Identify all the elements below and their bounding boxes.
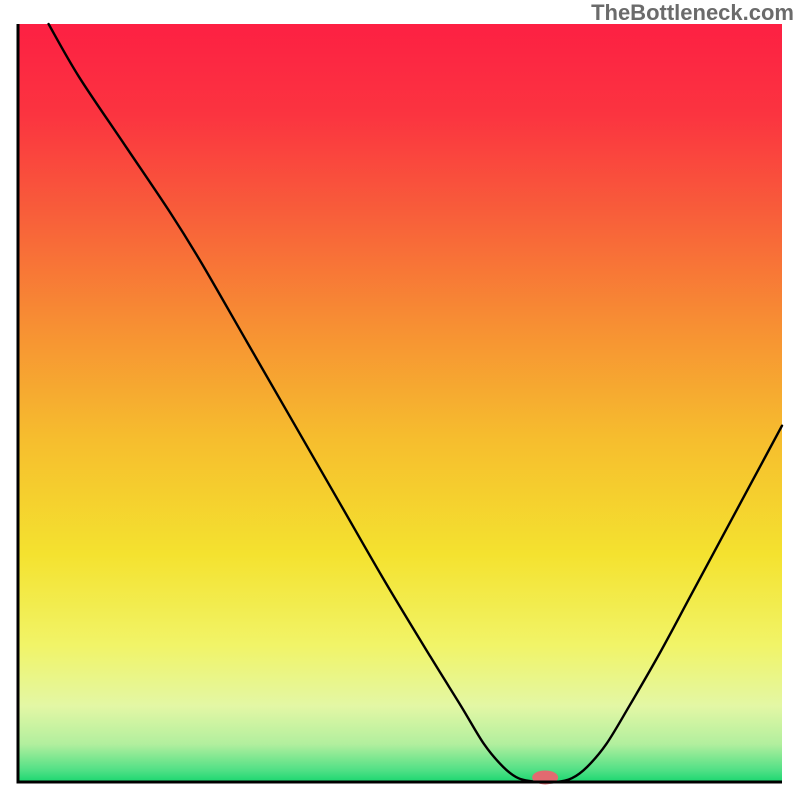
- watermark-text: TheBottleneck.com: [591, 0, 794, 26]
- bottleneck-chart: TheBottleneck.com: [0, 0, 800, 800]
- chart-svg: [0, 0, 800, 800]
- chart-background: [18, 24, 782, 782]
